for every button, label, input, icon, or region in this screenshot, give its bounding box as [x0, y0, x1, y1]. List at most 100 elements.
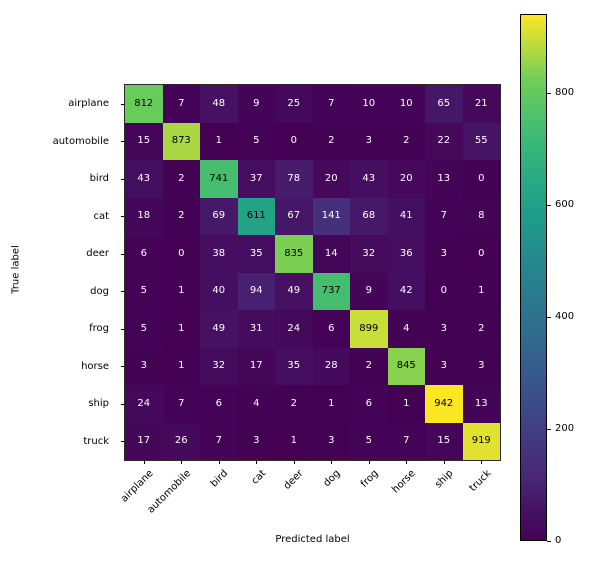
heatmap-cell: 873	[162, 122, 200, 160]
heatmap-cell: 7	[312, 85, 350, 123]
y-tick-mark	[121, 366, 125, 368]
heatmap-cell: 32	[350, 235, 388, 273]
y-tick-label: truck	[83, 435, 109, 447]
colorbar-tick-label: 800	[555, 87, 575, 99]
heatmap-cell: 17	[125, 422, 163, 460]
y-tick-mark	[121, 178, 125, 180]
heatmap-cell: 37	[237, 160, 275, 198]
heatmap-cell: 42	[387, 272, 425, 310]
y-tick-label: bird	[89, 173, 109, 185]
heatmap-cell: 6	[312, 310, 350, 348]
heatmap-cell: 141	[312, 197, 350, 235]
colorbar-tick-label: 0	[555, 535, 562, 546]
heatmap-cell: 28	[312, 347, 350, 385]
heatmap-cell: 69	[200, 197, 238, 235]
heatmap-cell: 25	[275, 85, 313, 123]
heatmap-cell: 812	[125, 85, 163, 123]
heatmap-cell: 13	[425, 160, 463, 198]
heatmap-cell: 43	[350, 160, 388, 198]
heatmap-cell: 20	[387, 160, 425, 198]
heatmap-cell: 49	[200, 310, 238, 348]
colorbar-gradient	[520, 14, 547, 541]
x-tick-mark	[406, 460, 408, 464]
heatmap-cell: 6	[125, 235, 163, 273]
heatmap-cell: 36	[387, 235, 425, 273]
heatmap-cell: 737	[312, 272, 350, 310]
heatmap-cell: 78	[275, 160, 313, 198]
heatmap-cell: 17	[237, 347, 275, 385]
x-tick-mark	[331, 460, 333, 464]
heatmap-cell: 9	[350, 272, 388, 310]
heatmap-cell: 1	[462, 272, 500, 310]
heatmap-cell: 40	[200, 272, 238, 310]
y-tick-mark	[121, 328, 125, 330]
heatmap-cell: 6	[350, 385, 388, 423]
colorbar-tick-mark	[547, 205, 551, 207]
y-tick-label: horse	[81, 360, 109, 372]
heatmap-cell: 835	[275, 235, 313, 273]
heatmap-cell: 3	[425, 347, 463, 385]
heatmap-cell: 55	[462, 122, 500, 160]
heatmap-cell: 5	[125, 272, 163, 310]
heatmap-cell: 0	[425, 272, 463, 310]
colorbar: 0 200 400 600 800	[520, 14, 574, 546]
colorbar-tick-mark	[547, 317, 551, 319]
heatmap-cell: 32	[200, 347, 238, 385]
heatmap-cell: 7	[200, 422, 238, 460]
heatmap-cell: 9	[237, 85, 275, 123]
heatmap-cell: 1	[162, 310, 200, 348]
heatmap-cell: 0	[462, 235, 500, 273]
heatmap-cell: 2	[462, 310, 500, 348]
colorbar-tick-label: 400	[555, 311, 575, 323]
heatmap-cell: 2	[162, 160, 200, 198]
heatmap-cell: 2	[387, 122, 425, 160]
heatmap-cell: 94	[237, 272, 275, 310]
heatmap-cell: 1	[275, 422, 313, 460]
heatmap-cell: 4	[237, 385, 275, 423]
heatmap-cell: 3	[237, 422, 275, 460]
y-tick-mark	[121, 141, 125, 143]
heatmap-cell: 65	[425, 85, 463, 123]
heatmap-cell: 68	[350, 197, 388, 235]
heatmap-cell: 1	[162, 347, 200, 385]
heatmap-cell: 21	[462, 85, 500, 123]
colorbar-tick-label: 600	[555, 199, 575, 211]
heatmap-cell: 15	[425, 422, 463, 460]
heatmap-cell: 18	[125, 197, 163, 235]
heatmap-cell: 49	[275, 272, 313, 310]
heatmap-cell: 5	[125, 310, 163, 348]
heatmap-cell: 35	[237, 235, 275, 273]
heatmap-cell: 14	[312, 235, 350, 273]
heatmap-cell: 1	[162, 272, 200, 310]
heatmap-cell: 48	[200, 85, 238, 123]
heatmap-cell: 24	[275, 310, 313, 348]
y-tick-mark	[121, 441, 125, 443]
y-tick-labels: airplane automobile bird cat deer dog frog hors…	[0, 85, 125, 460]
heatmap-cell: 3	[312, 422, 350, 460]
y-tick-label: frog	[89, 323, 109, 335]
colorbar-tick-mark	[547, 93, 551, 95]
heatmap-cell: 611	[237, 197, 275, 235]
heatmap-cell: 5	[350, 422, 388, 460]
heatmap-cell: 899	[350, 310, 388, 348]
heatmap-cell: 845	[387, 347, 425, 385]
x-tick-mark	[256, 460, 258, 464]
x-tick-mark	[143, 460, 145, 464]
heatmap-grid: 812 7 48 9 25 7 10 10 65 21 15 873 1 5 0 2 3 2 22 55 43 2 741 3…	[124, 84, 501, 461]
heatmap-cell: 4	[387, 310, 425, 348]
heatmap-cell: 10	[350, 85, 388, 123]
x-tick-mark	[368, 460, 370, 464]
heatmap-cell: 7	[162, 85, 200, 123]
heatmap-cell: 1	[200, 122, 238, 160]
y-tick-label: airplane	[68, 98, 109, 110]
y-tick-label: ship	[88, 398, 109, 410]
heatmap-cell: 942	[425, 385, 463, 423]
heatmap-cell: 41	[387, 197, 425, 235]
heatmap-cell: 43	[125, 160, 163, 198]
heatmap-cell: 2	[312, 122, 350, 160]
heatmap-cell: 13	[462, 385, 500, 423]
x-tick-labels: airplane automobile bird cat deer dog frog hors…	[119, 460, 500, 530]
x-tick-mark	[443, 460, 445, 464]
heatmap-cell: 3	[350, 122, 388, 160]
heatmap-cell: 1	[387, 385, 425, 423]
